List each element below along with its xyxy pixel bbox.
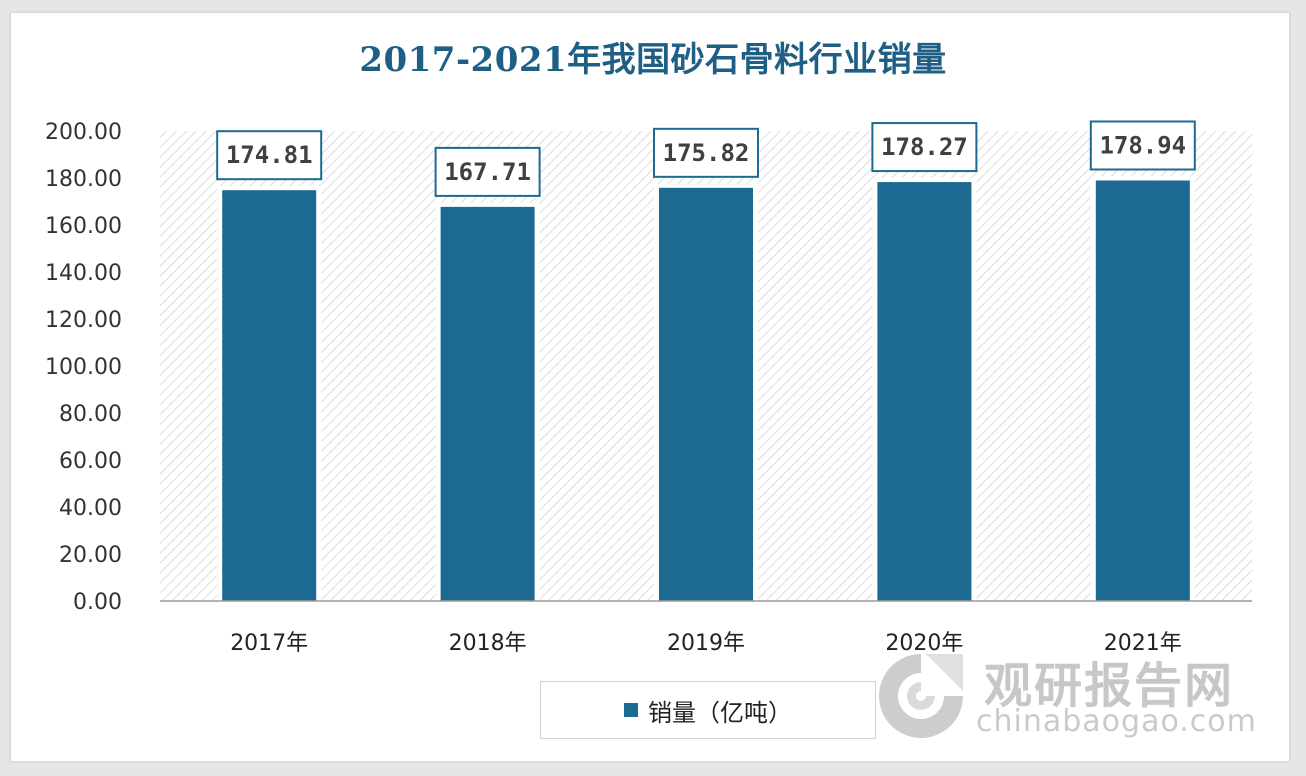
y-tick-label: 80.00	[59, 402, 122, 427]
x-tick-label: 2018年	[449, 631, 527, 656]
data-label: 178.27	[881, 133, 968, 161]
watermark-domain: chinabaogao.com	[976, 704, 1257, 739]
bar	[222, 190, 317, 601]
bar	[1095, 180, 1190, 601]
data-label-box	[434, 146, 541, 197]
x-tick-label: 2021年	[1104, 631, 1182, 656]
y-tick-label: 140.00	[45, 261, 122, 286]
y-tick-label: 180.00	[45, 167, 122, 192]
x-tick-label: 2017年	[230, 631, 308, 656]
data-label: 178.94	[1099, 131, 1186, 159]
bar	[659, 187, 753, 601]
data-label: 174.81	[226, 141, 313, 169]
watermark: 观研报告网 chinabaogao.com	[866, 642, 1266, 752]
legend: 销量（亿吨）	[540, 681, 876, 739]
y-tick-label: 60.00	[59, 449, 122, 474]
y-tick-label: 160.00	[45, 214, 122, 239]
watermark-name: 观研报告网	[984, 658, 1235, 714]
y-tick-label: 100.00	[45, 355, 122, 380]
data-label: 175.82	[663, 139, 750, 167]
data-label: 167.71	[444, 158, 531, 186]
data-label-box	[1089, 120, 1196, 171]
bar	[877, 182, 972, 602]
x-tick-label: 2020年	[885, 631, 963, 656]
legend-label: 销量（亿吨）	[648, 698, 792, 727]
legend-swatch	[624, 703, 638, 717]
y-tick-label: 20.00	[59, 543, 122, 568]
chart-title: 2017-2021年我国砂石骨料行业销量	[359, 40, 947, 80]
y-tick-label: 200.00	[45, 120, 122, 145]
data-label-box	[871, 122, 978, 173]
data-label-box	[653, 127, 759, 178]
data-label-box	[216, 130, 323, 181]
x-tick-label: 2019年	[667, 631, 745, 656]
watermark-logo-icon	[879, 654, 963, 738]
y-tick-label: 0.00	[73, 590, 122, 615]
y-tick-label: 40.00	[59, 496, 122, 521]
bar	[440, 206, 535, 601]
y-tick-label: 120.00	[45, 308, 122, 333]
